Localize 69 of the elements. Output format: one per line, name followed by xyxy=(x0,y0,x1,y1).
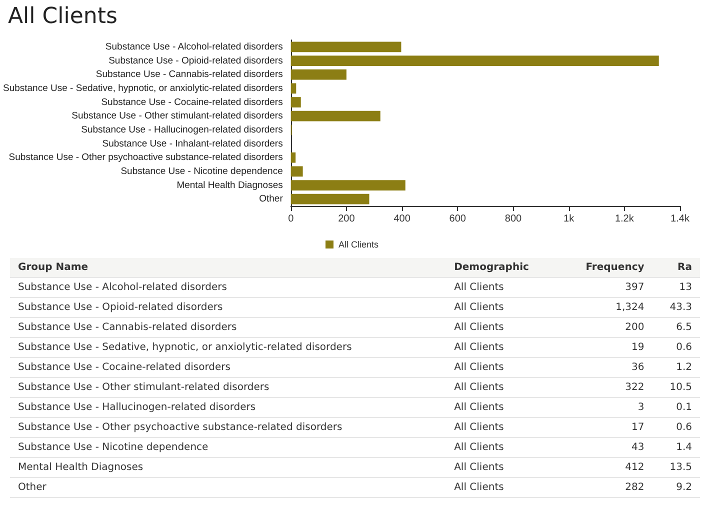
x-tick-label: 1.4k xyxy=(670,214,690,224)
legend-label: All Clients xyxy=(338,240,380,250)
text: All Clients xyxy=(8,4,118,29)
text: 6.5 xyxy=(652,318,700,338)
y-tick-label: Mental Health Diagnoses xyxy=(176,180,284,191)
y-tick-label: Substance Use - Other stimulant-related disorders xyxy=(72,110,284,122)
text: 200 xyxy=(559,318,652,338)
x-tick-label: 1.2k xyxy=(614,214,635,224)
text: All Clients xyxy=(446,418,560,438)
text: All Clients xyxy=(446,458,560,478)
y-tick-label: Other xyxy=(259,194,283,205)
text: 19 xyxy=(559,338,652,358)
text: 0.6 xyxy=(652,418,700,438)
y-tick-label: Substance Use - Cannabis-related disorders xyxy=(96,69,284,80)
bar xyxy=(290,194,370,204)
x-tick-label: 600 xyxy=(449,214,466,224)
text: 1,324 xyxy=(559,298,652,318)
text: 1.2 xyxy=(652,358,700,378)
text: 13.5 xyxy=(652,458,700,478)
text: 3 xyxy=(559,398,652,418)
bar xyxy=(290,97,301,108)
y-tick-label: Substance Use - Nicotine dependence xyxy=(120,166,283,177)
text: 282 xyxy=(559,478,652,498)
text: All Clients xyxy=(446,318,560,338)
text: Group Name xyxy=(10,258,446,278)
text: 10.5 xyxy=(652,378,700,398)
x-tick-label: 800 xyxy=(504,214,522,224)
x-tick-label: 200 xyxy=(338,214,356,224)
y-tick-label: Substance Use - Opioid-related disorders xyxy=(108,55,284,66)
text: 17 xyxy=(559,418,652,438)
text: 9.2 xyxy=(652,478,700,498)
text: 13 xyxy=(652,278,700,298)
text: 1.4 xyxy=(652,438,700,458)
x-tick-label: 0 xyxy=(288,214,294,224)
bar xyxy=(290,69,346,80)
text: 0.1 xyxy=(652,398,700,418)
bar xyxy=(290,83,296,94)
y-tick-label: Substance Use - Other psychoactive substance-related disorders xyxy=(8,152,284,164)
y-tick-label: Substance Use - Sedative, hypnotic, or anxiolytic-related disorders xyxy=(2,82,284,94)
text: Demographic xyxy=(446,258,560,278)
text: All Clients xyxy=(446,378,560,398)
text: Ra xyxy=(652,258,700,278)
text: 322 xyxy=(559,378,652,398)
text: 43 xyxy=(559,438,652,458)
y-tick-label: Substance Use - Inhalant-related disorders xyxy=(102,138,284,150)
bar xyxy=(290,56,659,66)
bar xyxy=(290,166,303,177)
text: All Clients xyxy=(446,438,560,458)
text: 412 xyxy=(559,458,652,478)
x-tick-label: 400 xyxy=(394,214,411,224)
text: 397 xyxy=(559,278,652,298)
bar xyxy=(290,152,296,163)
y-tick-label: Substance Use - Hallucinogen-related disorders xyxy=(81,124,284,136)
y-tick-label: Substance Use - Alcohol-related disorders xyxy=(105,41,284,52)
y-tick-label: Substance Use - Cocaine-related disorders xyxy=(101,96,284,108)
text: All Clients xyxy=(446,398,560,418)
text: All Clients xyxy=(446,358,560,378)
text: All Clients xyxy=(446,298,560,318)
text: 43.3 xyxy=(652,298,700,318)
text: All Clients xyxy=(446,338,560,358)
text: All Clients xyxy=(446,478,560,498)
text: Frequency xyxy=(559,258,652,278)
bar xyxy=(290,110,380,122)
text: All Clients xyxy=(446,278,560,298)
text: 0.6 xyxy=(652,338,700,358)
bar xyxy=(290,42,402,52)
bar xyxy=(290,180,406,190)
text: 36 xyxy=(559,358,652,378)
x-tick-label: 1k xyxy=(564,214,576,224)
